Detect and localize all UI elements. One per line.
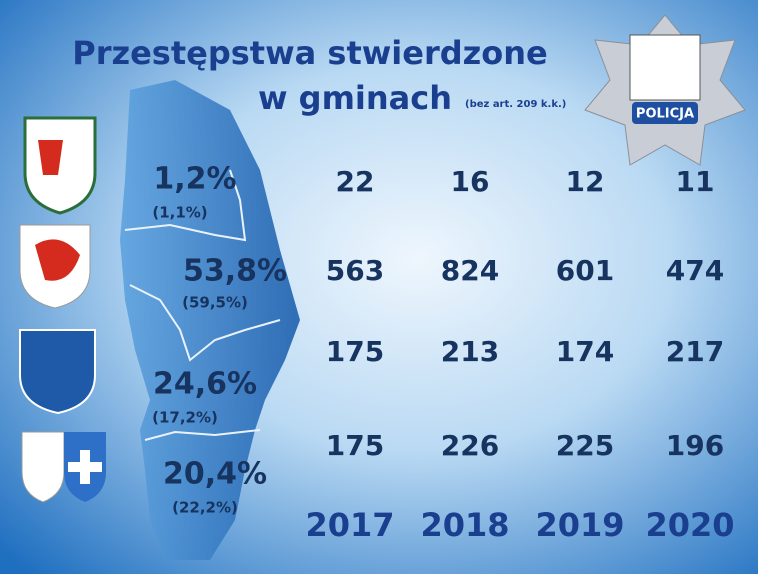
coats-of-arms <box>19 116 106 503</box>
share: 24,6% <box>153 367 257 402</box>
share: 53,8% <box>183 254 287 289</box>
map <box>120 80 300 560</box>
badge-label: POLICJA <box>636 107 694 122</box>
year: 2018 <box>420 506 509 544</box>
previous-share: (22,2%) <box>172 499 238 517</box>
cell: 217 <box>666 335 724 368</box>
previous-share: (59,5%) <box>182 294 248 312</box>
year: 2019 <box>535 506 624 544</box>
title: w gminach <box>258 79 452 117</box>
cell: 22 <box>336 165 375 198</box>
cell: 174 <box>556 335 614 368</box>
cell: 11 <box>676 165 715 198</box>
cell: 16 <box>451 165 490 198</box>
year: 2017 <box>305 506 394 544</box>
police-badge <box>584 14 746 166</box>
borders <box>124 169 281 441</box>
cell: 12 <box>566 165 605 198</box>
cell: 196 <box>666 429 724 462</box>
cell: 225 <box>556 429 614 462</box>
cell: 226 <box>441 429 499 462</box>
previous-share: (17,2%) <box>152 409 218 427</box>
cell: 175 <box>326 335 384 368</box>
share: 1,2% <box>153 162 236 197</box>
cell: 213 <box>441 335 499 368</box>
cell: 563 <box>326 254 384 287</box>
cell: 601 <box>556 254 614 287</box>
cell: 175 <box>326 429 384 462</box>
cell: 824 <box>441 254 499 287</box>
share: 20,4% <box>163 457 267 492</box>
previous-share: (1,1%) <box>152 204 207 222</box>
year: 2020 <box>645 506 734 544</box>
title: Przestępstwa stwierdzone <box>72 34 548 72</box>
note: (bez art. 209 k.k.) <box>465 99 566 110</box>
cell: 474 <box>666 254 724 287</box>
